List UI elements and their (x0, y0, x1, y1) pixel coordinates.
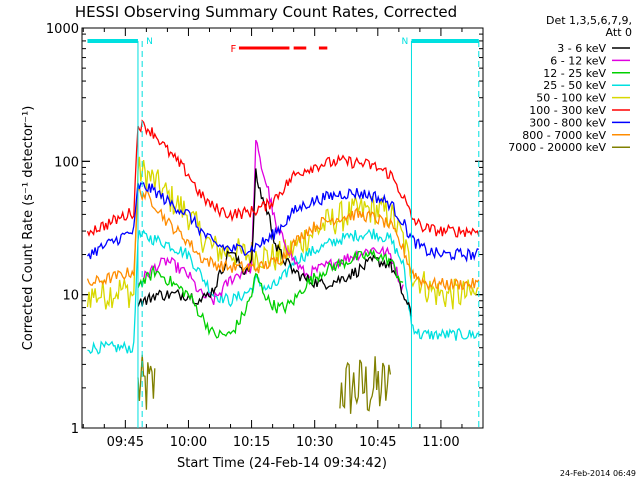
footer-date: 24-Feb-2014 06:49 (560, 469, 636, 478)
x-tick-label: 09:45 (107, 435, 144, 450)
legend-entry: 3 - 6 keV (557, 42, 606, 55)
series-line (86, 156, 480, 310)
chart-title: HESSI Observing Summary Count Rates, Cor… (75, 3, 457, 21)
series-line (87, 228, 479, 355)
flare-label: F (231, 44, 237, 55)
legend-entry: 100 - 300 keV (529, 104, 606, 117)
series-line (137, 354, 392, 414)
x-tick-label: 10:00 (170, 435, 207, 450)
night-label: N (146, 37, 153, 47)
legend-entry: 6 - 12 keV (550, 54, 606, 67)
series-line (137, 248, 404, 339)
x-tick-labels: 09:45 10:00 10:15 10:30 10:45 11:00 (107, 435, 460, 450)
legend-entry: 12 - 25 keV (543, 67, 606, 80)
night-label: N (401, 37, 408, 47)
y-tick-label: 10 (62, 289, 79, 304)
series-line (86, 182, 480, 263)
series-group (86, 119, 480, 414)
legend-header: Att 0 (606, 26, 632, 39)
annotations: N NF (87, 37, 480, 428)
y-tick-labels: 1 10 100 1000 (46, 22, 79, 437)
x-tick-label: 10:15 (233, 435, 270, 450)
plot-area (81, 27, 484, 429)
legend-entry: 300 - 800 keV (529, 116, 606, 129)
x-axis-label: Start Time (24-Feb-14 09:34:42) (177, 456, 387, 471)
x-tick-label: 11:00 (422, 435, 459, 450)
legend-header: Det 1,3,5,6,7,9, (546, 14, 632, 27)
y-axis-label: Corrected Count Rate (s⁻¹ detector⁻¹) (21, 106, 36, 351)
x-tick-label: 10:45 (359, 435, 396, 450)
legend-entry: 50 - 100 keV (536, 92, 606, 105)
legend-entry: 25 - 50 keV (543, 79, 606, 92)
y-tick-label: 1 (71, 422, 79, 437)
series-line (86, 186, 480, 291)
series-line (86, 119, 480, 238)
tick-marks (82, 27, 484, 429)
legend-entry: 800 - 7000 keV (522, 129, 606, 142)
y-tick-label: 1000 (46, 22, 79, 37)
x-tick-label: 10:30 (296, 435, 333, 450)
y-tick-label: 100 (54, 155, 79, 170)
series-line (137, 168, 413, 317)
legend-entry: 7000 - 20000 keV (508, 141, 606, 154)
